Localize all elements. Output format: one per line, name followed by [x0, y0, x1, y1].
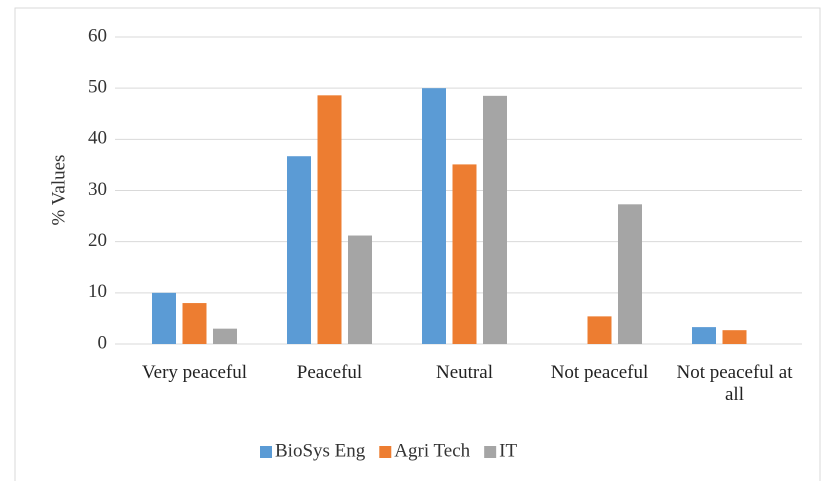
bar — [618, 204, 642, 344]
x-tick-label: Peaceful — [296, 362, 363, 383]
bar — [422, 88, 446, 345]
y-tick-label: 30 — [88, 179, 107, 200]
bar — [317, 95, 342, 344]
x-tick-label: Not peaceful at all — [676, 362, 793, 405]
legend-label: IT — [499, 440, 517, 461]
y-tick-label: 10 — [88, 281, 107, 302]
bar — [152, 292, 176, 344]
legend-label: BioSys Eng — [275, 440, 366, 461]
bar — [348, 235, 372, 344]
x-tick-label: Neutral — [436, 362, 493, 383]
bar — [483, 95, 507, 344]
y-tick-label: 20 — [88, 230, 107, 251]
legend-swatch — [260, 446, 272, 458]
y-tick-label: 40 — [88, 128, 107, 149]
bar — [587, 316, 612, 344]
y-axis-label: % Values — [48, 155, 69, 226]
bar — [182, 303, 207, 344]
chart-border — [14, 7, 821, 481]
y-tick-label: 50 — [88, 77, 107, 98]
bar — [722, 330, 747, 344]
bar — [287, 156, 311, 344]
x-tick-label: Not peaceful — [550, 362, 649, 383]
legend-swatch — [379, 446, 392, 458]
bar — [213, 328, 237, 344]
y-tick-label: 0 — [98, 332, 108, 353]
legend-label: Agri Tech — [394, 440, 470, 461]
x-tick-label: Very peaceful — [142, 362, 247, 383]
bar — [692, 327, 716, 344]
legend-swatch — [484, 446, 497, 458]
bar — [452, 164, 477, 344]
y-tick-label: 60 — [88, 25, 107, 46]
